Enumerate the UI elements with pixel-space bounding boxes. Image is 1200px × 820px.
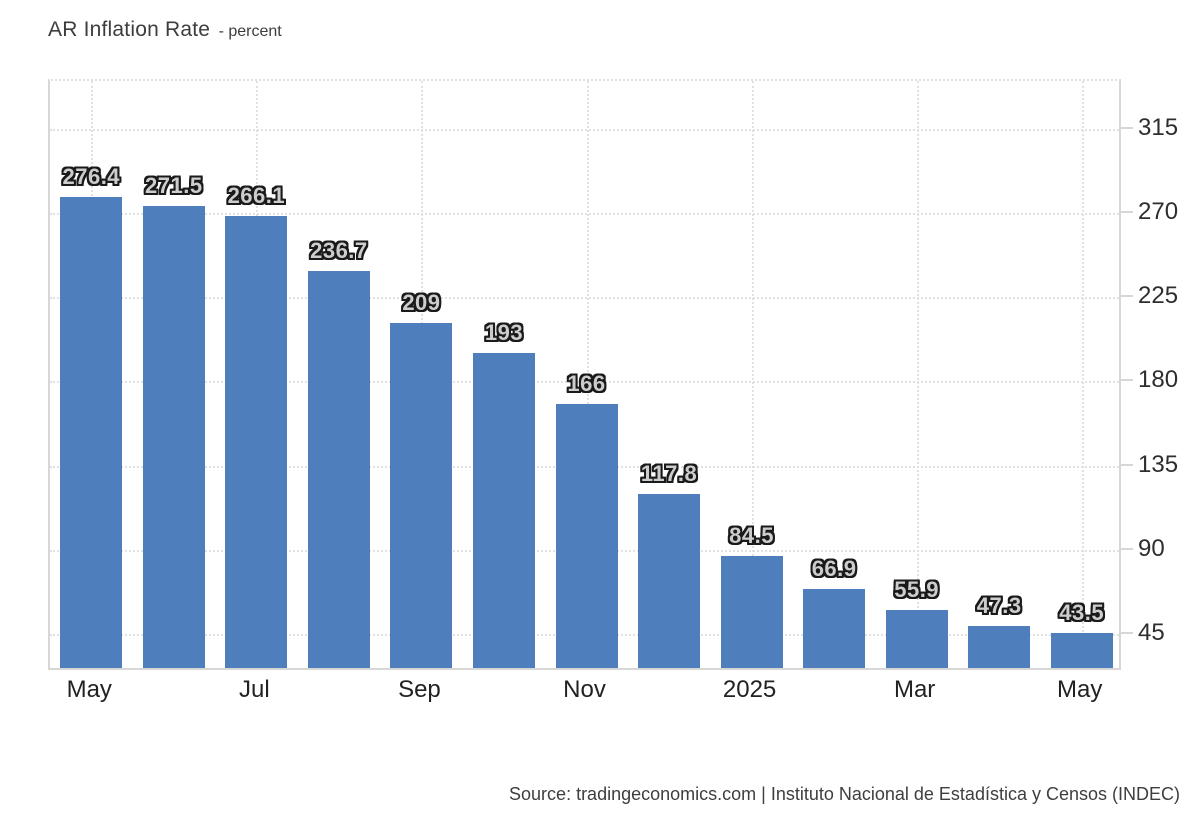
- y-axis-tick: [1120, 379, 1133, 382]
- bar[interactable]: [472, 353, 535, 668]
- bar[interactable]: [390, 323, 453, 668]
- y-axis-tick: [1120, 295, 1133, 298]
- x-tick-label: Nov: [563, 676, 606, 703]
- y-tick-label: 270: [1138, 198, 1179, 226]
- bar[interactable]: [1050, 632, 1113, 668]
- source-attribution: Source: tradingeconomics.com | Instituto…: [509, 784, 1180, 804]
- bar[interactable]: [720, 556, 783, 668]
- h-gridline: [50, 128, 1119, 131]
- bar[interactable]: [142, 206, 205, 668]
- bar-value-label: 84.5: [729, 523, 774, 549]
- page-subtitle: - percent: [218, 23, 282, 40]
- x-tick-label: 2025: [722, 676, 777, 703]
- y-tick-label: 90: [1138, 534, 1165, 562]
- y-tick-label: 135: [1138, 450, 1179, 478]
- x-tick-label: Mar: [893, 676, 936, 703]
- bar[interactable]: [638, 493, 701, 668]
- bar-value-label: 166: [567, 370, 606, 396]
- bar-value-label: 117.8: [640, 460, 698, 486]
- y-axis-tick: [1120, 463, 1133, 466]
- y-tick-label: 45: [1138, 619, 1165, 647]
- bar-value-label: 236.7: [310, 238, 368, 264]
- bar-value-label: 43.5: [1059, 599, 1105, 625]
- bar[interactable]: [968, 625, 1031, 668]
- y-axis-tick: [1120, 632, 1133, 635]
- bar[interactable]: [60, 197, 123, 668]
- v-gridline: [751, 81, 754, 668]
- h-gridline: [50, 381, 1119, 384]
- v-gridline: [916, 81, 919, 668]
- y-tick-label: 225: [1138, 282, 1179, 310]
- bar-value-label: 55.9: [894, 576, 940, 602]
- bar-chart-plot-area: 276.4 271.5 266.1 236.7 209 193 166 117.8 84.5 66…: [48, 79, 1121, 670]
- page-title: AR Inflation Rate: [48, 18, 211, 41]
- y-axis-tick: [1120, 211, 1133, 214]
- y-axis-tick: [1120, 547, 1133, 550]
- bar-value-label: 47.3: [976, 592, 1022, 618]
- x-tick-label: Sep: [398, 676, 441, 703]
- y-axis-tick: [1120, 126, 1133, 129]
- bar-value-label: 266.1: [227, 183, 286, 209]
- chart-header: AR Inflation Rate - percent: [48, 18, 282, 42]
- bar-value-label: 209: [402, 290, 441, 316]
- y-tick-label: 315: [1138, 113, 1179, 141]
- h-gridline: [50, 213, 1119, 216]
- bar[interactable]: [555, 403, 618, 668]
- y-tick-label: 180: [1138, 366, 1179, 394]
- bar[interactable]: [225, 216, 288, 668]
- bar-value-label: 193: [484, 320, 524, 346]
- v-gridline: [586, 81, 589, 668]
- x-tick-label: May: [1057, 676, 1103, 703]
- v-gridline: [1081, 81, 1084, 668]
- bar[interactable]: [307, 271, 370, 668]
- h-gridline: [50, 297, 1119, 300]
- x-tick-label: Jul: [239, 676, 270, 703]
- bar-value-label: 66.9: [811, 556, 857, 582]
- bar[interactable]: [885, 609, 948, 668]
- bar[interactable]: [803, 589, 866, 668]
- x-tick-label: May: [66, 676, 112, 703]
- bar-value-label: 271.5: [145, 173, 203, 199]
- bar-value-label: 276.4: [62, 164, 121, 190]
